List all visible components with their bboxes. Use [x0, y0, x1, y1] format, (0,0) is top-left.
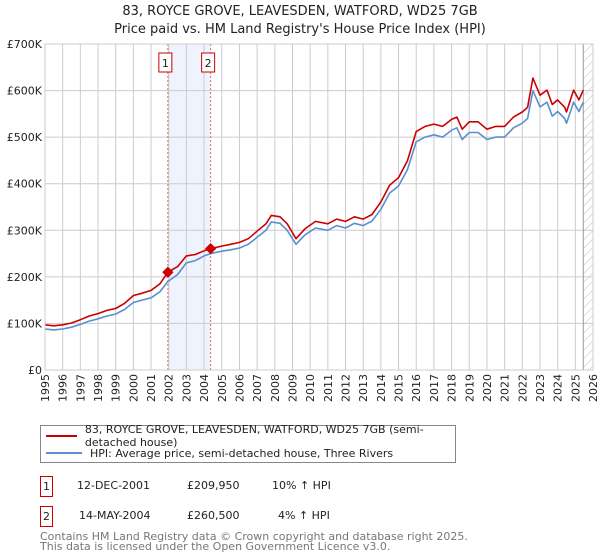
- sale-period-band: [167, 44, 211, 370]
- x-tick-label: 1995: [39, 374, 52, 402]
- y-tick-label: £200K: [7, 271, 43, 284]
- transaction-date: 14-MAY-2004: [79, 509, 151, 522]
- x-tick-label: 2021: [499, 374, 512, 402]
- x-tick-label: 2003: [180, 374, 193, 402]
- legend-label-hpi: HPI: Average price, semi-detached house,…: [90, 446, 394, 460]
- x-tick-label: 2005: [216, 374, 229, 402]
- transaction-marker: 1: [40, 476, 53, 497]
- x-tick-label: 2007: [251, 374, 264, 402]
- hpi-series-line: [44, 89, 585, 331]
- chart-legend: 83, ROYCE GROVE, LEAVESDEN, WATFORD, WD2…: [40, 423, 456, 463]
- x-tick-label: 2026: [587, 374, 600, 402]
- x-tick-label: 1997: [74, 374, 87, 402]
- x-tick-label: 2024: [552, 374, 565, 402]
- sale-label: 2: [205, 57, 212, 70]
- x-tick-label: 1999: [110, 374, 123, 402]
- transaction-row: 2 14-MAY-2004 £260,500 4% ↑ HPI: [40, 506, 440, 527]
- y-tick-label: £700K: [7, 38, 43, 51]
- x-tick-label: 2009: [286, 374, 299, 402]
- y-tick-label: £400K: [7, 178, 43, 191]
- x-tick-label: 2002: [163, 374, 176, 402]
- chart-title-line1: 83, ROYCE GROVE, LEAVESDEN, WATFORD, WD2…: [122, 4, 478, 19]
- x-tick-label: 2017: [428, 374, 441, 402]
- x-tick-label: 2011: [322, 374, 335, 402]
- x-tick-label: 2025: [569, 374, 582, 402]
- legend-swatch-red: [46, 435, 77, 437]
- transaction-row: 1 12-DEC-2001 £209,950 10% ↑ HPI: [40, 476, 440, 497]
- transaction-price: £260,500: [187, 509, 240, 522]
- x-tick-label: 2023: [534, 374, 547, 402]
- price-chart: 1 2 1995 1996 1997 1998 1999 2000 2001 2002 2003 2…: [7, 38, 600, 402]
- forecast-hatch: [583, 44, 593, 370]
- x-tick-label: 2008: [269, 374, 282, 402]
- x-tick-label: 2015: [393, 374, 406, 402]
- x-tick-label: 1996: [57, 374, 70, 402]
- sale-point: [204, 243, 217, 255]
- x-tick-label: 2020: [481, 374, 494, 402]
- y-tick-label: £0: [28, 364, 42, 377]
- sale-point: [162, 266, 174, 278]
- x-tick-label: 2018: [446, 374, 459, 402]
- transaction-date: 12-DEC-2001: [77, 479, 151, 492]
- transaction-hpi-change: 4% ↑ HPI: [278, 509, 330, 522]
- transaction-marker: 2: [40, 506, 53, 527]
- y-tick-label: £100K: [7, 317, 43, 330]
- x-tick-label: 2001: [145, 374, 158, 402]
- y-tick-label: £500K: [7, 131, 43, 144]
- x-tick-label: 2004: [198, 374, 211, 402]
- x-tick-label: 2019: [463, 374, 476, 402]
- legend-swatch-blue: [46, 452, 82, 454]
- x-tick-label: 2000: [127, 374, 140, 402]
- x-tick-label: 2013: [357, 374, 370, 402]
- legend-item-property: 83, ROYCE GROVE, LEAVESDEN, WATFORD, WD2…: [41, 423, 455, 449]
- x-tick-label: 2006: [233, 374, 246, 402]
- sale-label: 1: [162, 57, 169, 70]
- legend-item-hpi: HPI: Average price, semi-detached house,…: [41, 445, 393, 461]
- plot-frame: [44, 43, 594, 371]
- x-tick-label: 2016: [410, 374, 423, 402]
- chart-title-line2: Price paid vs. HM Land Registry's House …: [114, 22, 486, 37]
- x-tick-label: 2010: [304, 374, 317, 402]
- footer-copyright: Contains HM Land Registry data © Crown c…: [40, 530, 468, 543]
- legend-label-property: 83, ROYCE GROVE, LEAVESDEN, WATFORD, WD2…: [84, 423, 424, 449]
- transaction-hpi-change: 10% ↑ HPI: [272, 479, 331, 492]
- y-tick-label: £600K: [7, 85, 43, 98]
- x-tick-label: 2022: [516, 374, 529, 402]
- x-tick-label: 2014: [375, 374, 388, 402]
- sale-label-box: [158, 52, 173, 73]
- x-tick-label: 1998: [92, 374, 105, 402]
- y-tick-label: £300K: [7, 224, 43, 237]
- transaction-price: £209,950: [187, 479, 240, 492]
- property-series-line: [44, 77, 585, 327]
- x-tick-label: 2012: [340, 374, 353, 402]
- sale-label-box: [201, 52, 216, 73]
- footer-licence: This data is licensed under the Open Gov…: [40, 540, 391, 553]
